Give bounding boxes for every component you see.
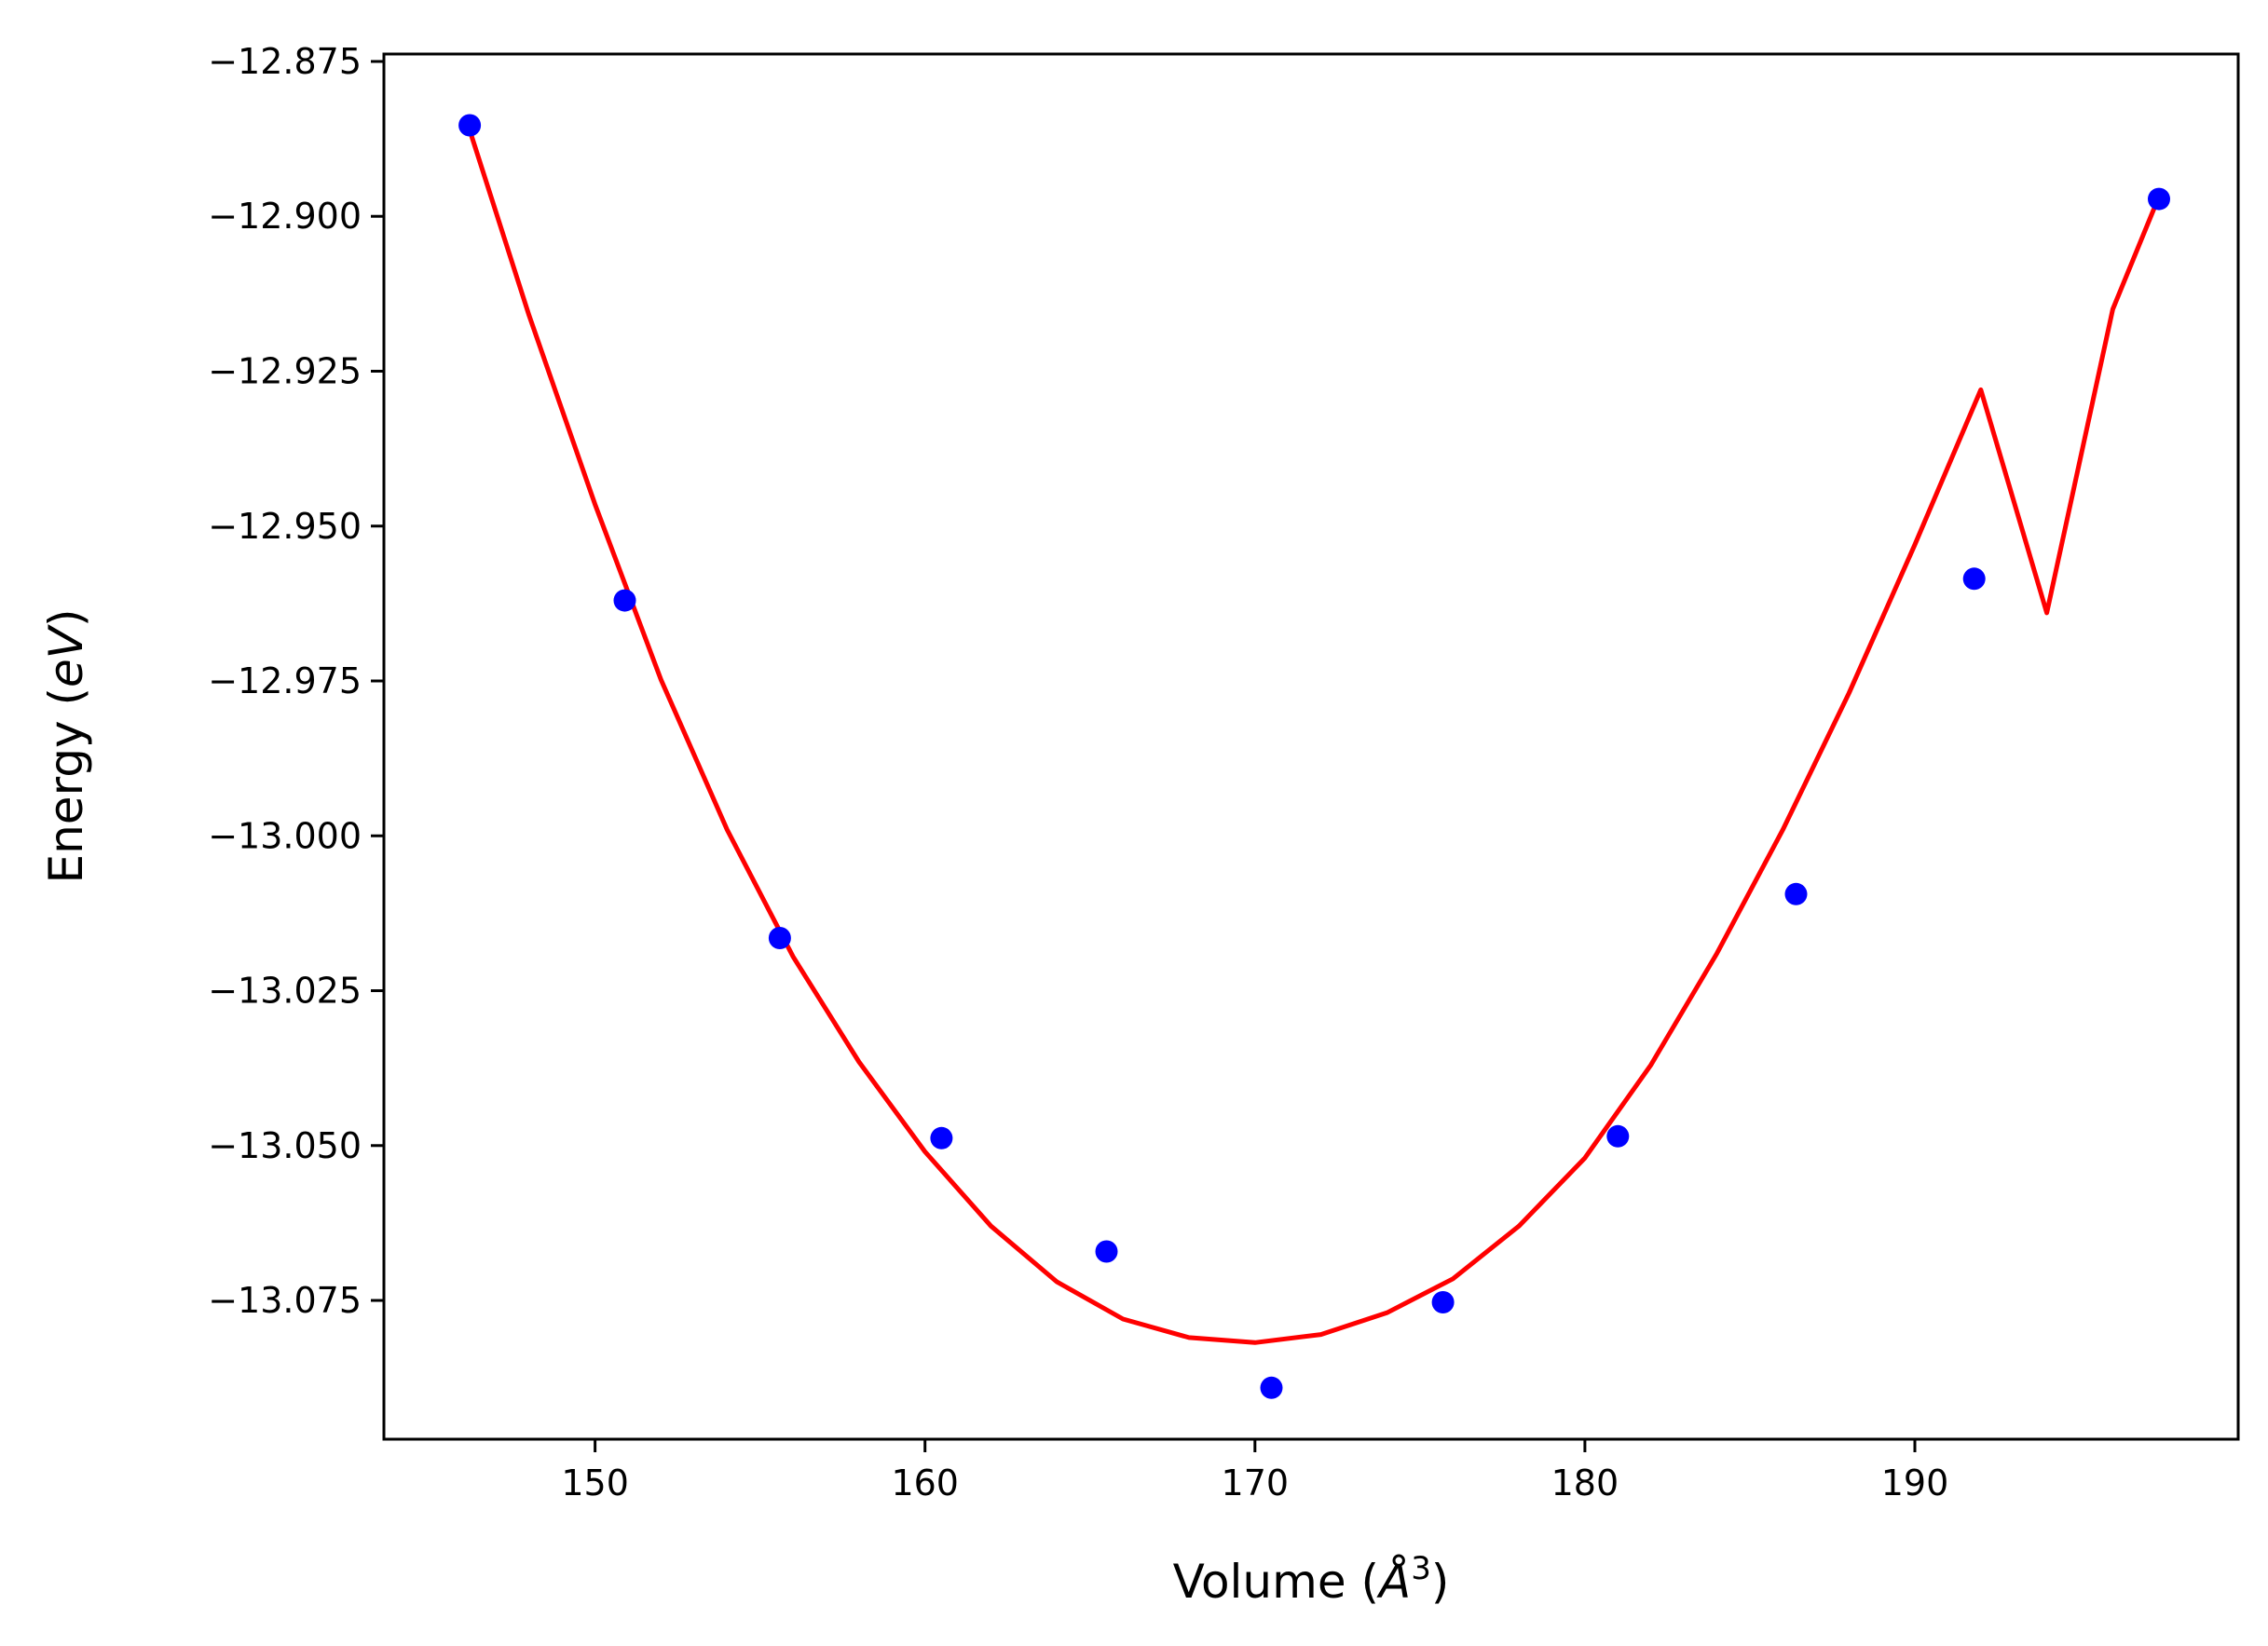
data-point xyxy=(930,1126,953,1149)
data-point xyxy=(1784,882,1808,905)
plot-area xyxy=(458,114,2170,1399)
y-tick-label: −13.000 xyxy=(208,815,362,856)
axes-frame xyxy=(382,52,2240,1441)
fit-curve-line xyxy=(467,129,2162,1345)
data-point xyxy=(458,114,482,137)
data-point xyxy=(1095,1240,1118,1263)
y-tick-label: −12.900 xyxy=(208,196,362,237)
data-point xyxy=(1606,1124,1630,1148)
x-axis-label: Volume (Å3) xyxy=(1173,1550,1450,1609)
y-tick-label: −12.975 xyxy=(208,660,362,701)
y-tick-label: −13.075 xyxy=(208,1280,362,1321)
y-tick-label: −12.925 xyxy=(208,350,362,391)
data-point xyxy=(768,927,791,949)
y-axis-label: Energy (eV) xyxy=(39,609,93,884)
y-tick-label: −12.950 xyxy=(208,506,362,547)
x-tick-label: 150 xyxy=(561,1462,629,1503)
x-tick-label: 180 xyxy=(1551,1462,1619,1503)
x-tick-label: 170 xyxy=(1222,1462,1290,1503)
data-point xyxy=(2148,187,2170,211)
data-point xyxy=(1962,567,1986,591)
x-tick-label: 160 xyxy=(891,1462,959,1503)
data-point xyxy=(1260,1376,1283,1399)
data-point xyxy=(1431,1291,1455,1313)
y-tick-label: −12.875 xyxy=(208,41,362,82)
data-point xyxy=(613,589,636,612)
y-tick-label: −13.050 xyxy=(208,1125,362,1166)
y-tick-label: −13.025 xyxy=(208,971,362,1012)
axis-ticks: 150 160 170 180 190 −12.875 −12.900 −12.925 −12.… xyxy=(208,41,1948,1503)
x-tick-label: 190 xyxy=(1881,1462,1949,1503)
